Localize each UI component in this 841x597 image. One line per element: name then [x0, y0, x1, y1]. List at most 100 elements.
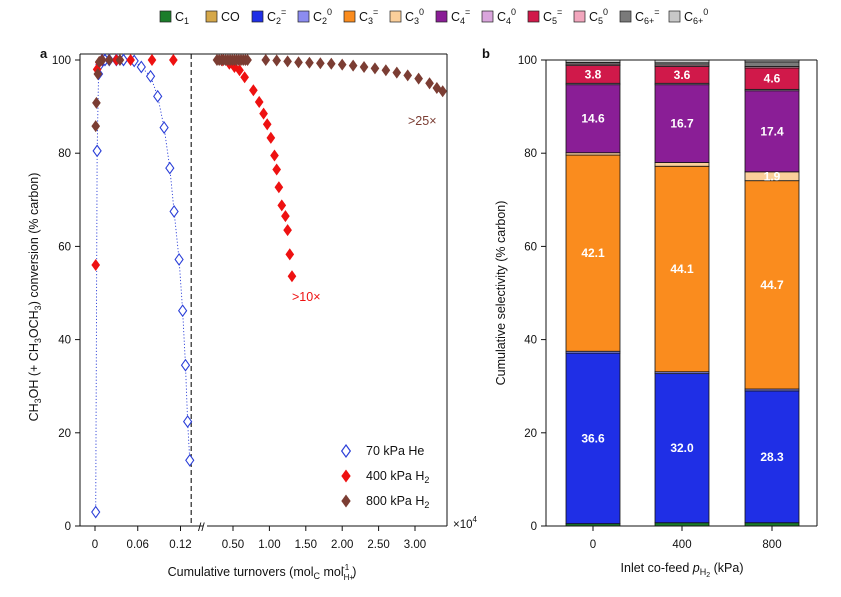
legend-label-C3_0: C30	[405, 7, 424, 26]
legend-swatch-CO	[205, 10, 218, 23]
legend-swatch-C5=	[527, 10, 540, 23]
series-400-kpa-h2	[91, 53, 297, 283]
legend: C1 CO C2= C20 C3= C30 C4= C40 C5= C50 C6+= C6+0	[159, 7, 708, 26]
data-point	[392, 66, 402, 79]
legend-swatch-C4_0	[481, 10, 494, 23]
y-tick-label: 40	[524, 335, 537, 347]
bar-segment-C3_0	[654, 162, 710, 167]
x-axis-title: Inlet co-feed pH2 (kPa)	[621, 561, 744, 579]
bar-data-label: 36.6	[581, 431, 605, 445]
x-tick-label: 1.50	[295, 539, 317, 551]
data-point	[136, 60, 146, 74]
data-point	[182, 415, 193, 429]
data-point	[254, 95, 264, 108]
x-tick-label: 0.12	[169, 539, 191, 551]
data-point	[272, 163, 282, 176]
data-point	[249, 84, 258, 97]
data-point	[126, 53, 135, 67]
y-axis-title: CH3OH (+ CH3OCH3) conversion (% carbon)	[27, 173, 43, 422]
data-point	[169, 205, 179, 218]
legend-swatch-C5_0	[573, 10, 586, 23]
bar-data-label: 4.6	[764, 72, 781, 86]
bar-0	[565, 59, 621, 527]
legend-label-C3=: C3=	[359, 7, 378, 26]
bar-data-label: 16.7	[670, 117, 694, 131]
y-tick-label: 80	[524, 148, 537, 160]
data-point	[403, 69, 413, 82]
bar-data-label: 3.6	[674, 68, 691, 82]
y-tick-label: 0	[531, 521, 537, 533]
bar-data-label: 42.1	[581, 246, 605, 260]
panel-a-label: a	[40, 46, 48, 61]
x-tick-label: 0.50	[222, 539, 244, 551]
bar-data-label: 14.6	[581, 112, 605, 126]
data-point	[438, 85, 447, 98]
data-point	[272, 54, 282, 67]
y-tick-label: 20	[524, 428, 537, 440]
data-point	[104, 53, 114, 67]
x-axis-multiplier: ×104	[453, 515, 478, 531]
x-axis-title: Cumulative turnovers (molC molH+-1)	[168, 563, 357, 582]
data-point	[165, 161, 175, 175]
data-point	[92, 96, 101, 109]
data-point	[261, 53, 271, 67]
data-point	[425, 77, 434, 90]
panel-b-label: b	[482, 46, 490, 61]
legend-label-C2=: C2=	[267, 7, 286, 26]
bar-800	[744, 59, 800, 527]
legend-swatch-C6+_0	[668, 10, 681, 23]
y-tick-label: 20	[58, 428, 71, 440]
data-point	[274, 181, 284, 194]
data-point	[185, 453, 195, 467]
legend-swatch-C4=	[435, 10, 448, 23]
data-point	[97, 53, 107, 67]
legend-series-label-1: 400 kPa H2	[366, 469, 429, 485]
panel-b-bars	[565, 59, 800, 527]
legend-swatch-C1	[159, 10, 172, 23]
legend-series-label-0: 70 kPa He	[366, 444, 424, 458]
bar-data-label: 44.7	[760, 278, 784, 292]
data-point	[145, 69, 156, 83]
data-point	[326, 57, 336, 70]
legend-label-C5=: C5=	[543, 7, 562, 26]
legend-marker-2	[341, 494, 351, 508]
bar-400	[654, 59, 710, 527]
annotation-25x: >25×	[408, 114, 437, 128]
data-point	[432, 81, 442, 94]
data-point	[305, 56, 314, 69]
legend-label-C6+_0: C6+0	[684, 7, 708, 26]
bar-data-label: 1.9	[764, 169, 781, 183]
panel-a-series	[91, 53, 447, 519]
bar-segment-C4=	[654, 84, 710, 163]
data-point	[270, 149, 279, 162]
panel-a-axes: // 0 20 40 60 80 100 0 0.06 0.12 0.50 1.00 1.50 2.00 2…	[27, 53, 478, 582]
data-point	[91, 120, 101, 133]
annotation-10x: >10×	[292, 290, 321, 304]
data-point	[240, 71, 249, 84]
data-point	[359, 60, 369, 74]
data-point	[294, 56, 303, 69]
data-point	[266, 131, 276, 144]
bar-data-label: 3.8	[585, 67, 602, 81]
data-point	[153, 89, 163, 103]
bar-segment-C4=	[565, 84, 621, 154]
y-axis-title: Cumulative selectivity (% carbon)	[494, 201, 508, 386]
x-tick-label: 2.50	[367, 539, 389, 551]
data-point	[91, 505, 101, 519]
y-tick-label: 80	[58, 148, 71, 160]
y-tick-label: 40	[58, 335, 71, 347]
x-tick-label: 2.00	[331, 539, 353, 551]
legend-marker-1	[341, 469, 351, 483]
legend-label-CO: CO	[221, 10, 240, 24]
panel-b-selectivity-chart: b 0 20 40 60 80 100 0 400 800 Cumulative selectiv…	[482, 46, 818, 579]
data-point	[180, 358, 191, 372]
bar-segment-C2=	[744, 390, 800, 524]
x-tick-label: 400	[672, 539, 691, 551]
legend-swatch-C6+=	[619, 10, 632, 23]
x-axis-break-marker: //	[198, 520, 205, 534]
bar-segment-C3=	[565, 154, 621, 352]
legend-marker-0	[340, 443, 352, 459]
y-tick-label: 60	[58, 241, 71, 253]
y-tick-label: 100	[518, 55, 537, 67]
data-point	[93, 67, 103, 80]
